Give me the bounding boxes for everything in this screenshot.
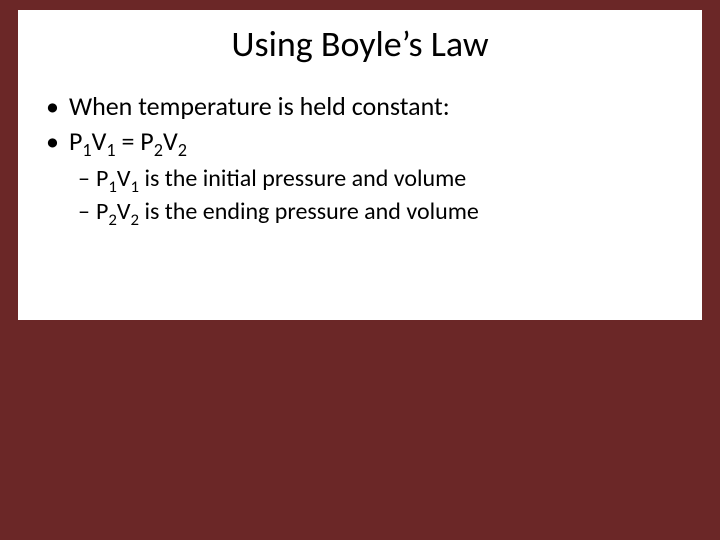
sub-bullet-text: P2V2 is the ending pressure and volume (96, 196, 479, 227)
sub-bullet-item: – P2V2 is the ending pressure and volume (78, 196, 680, 227)
bullet-item: • P1V1 = P2V2 (46, 125, 680, 158)
bullet-marker: • (46, 125, 59, 158)
slide-title: Using Boyle’s Law (40, 22, 680, 66)
bullet-text: When temperature is held constant: (69, 90, 450, 123)
sub-bullet-text: P1V1 is the initial pressure and volume (96, 163, 466, 194)
bullet-list: • When temperature is held constant: • P… (40, 90, 680, 157)
sub-bullet-item: – P1V1 is the initial pressure and volum… (78, 163, 680, 194)
bullet-item: • When temperature is held constant: (46, 90, 680, 123)
slide: Using Boyle’s Law • When temperature is … (0, 0, 720, 540)
sub-bullet-list: – P1V1 is the initial pressure and volum… (40, 163, 680, 227)
bullet-text: P1V1 = P2V2 (69, 125, 187, 158)
content-box: Using Boyle’s Law • When temperature is … (18, 10, 702, 320)
dash-marker: – (78, 163, 90, 194)
dash-marker: – (78, 196, 90, 227)
bullet-marker: • (46, 90, 59, 123)
